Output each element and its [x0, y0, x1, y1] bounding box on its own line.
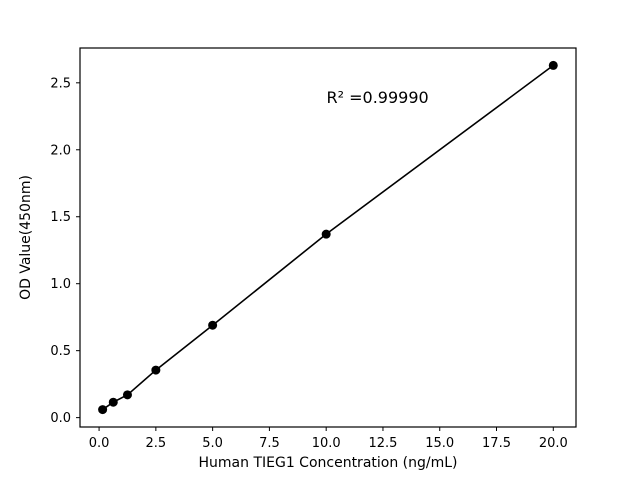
y-tick-label: 0.0 — [50, 411, 71, 426]
y-tick-label: 2.5 — [50, 76, 71, 91]
data-point — [151, 365, 161, 375]
data-point — [108, 397, 118, 407]
data-point — [548, 60, 558, 70]
x-tick-label: 20.0 — [539, 436, 568, 451]
data-point — [122, 390, 132, 400]
y-axis-label: OD Value(450nm) — [18, 175, 34, 300]
x-tick-label: 17.5 — [482, 436, 511, 451]
x-tick-label: 12.5 — [368, 436, 397, 451]
x-axis-label: Human TIEG1 Concentration (ng/mL) — [199, 455, 458, 471]
x-tick-label: 15.0 — [425, 436, 454, 451]
y-tick-label: 1.0 — [50, 277, 71, 292]
x-tick-label: 0.0 — [89, 436, 110, 451]
y-tick-label: 2.0 — [50, 143, 71, 158]
y-tick-label: 0.5 — [50, 344, 71, 359]
x-tick-label: 10.0 — [312, 436, 341, 451]
data-point — [98, 405, 108, 415]
data-point — [208, 320, 218, 330]
r-squared-annotation: R² =0.99990 — [327, 88, 429, 107]
y-tick-label: 1.5 — [50, 210, 71, 225]
x-tick-label: 2.5 — [146, 436, 167, 451]
x-tick-label: 7.5 — [259, 436, 280, 451]
data-point — [321, 229, 331, 239]
x-tick-label: 5.0 — [202, 436, 223, 451]
axes-spines — [79, 47, 577, 428]
